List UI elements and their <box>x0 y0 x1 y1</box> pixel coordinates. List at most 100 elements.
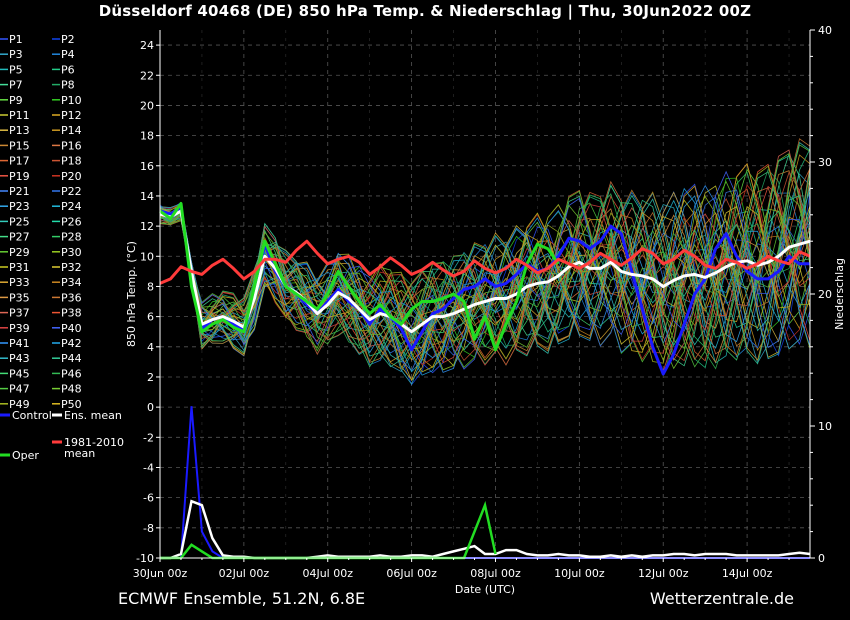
x-axis-label: Date (UTC) <box>455 583 515 596</box>
model-info: ECMWF Ensemble, 51.2N, 6.8E <box>118 589 366 608</box>
legend-label-oper: Oper <box>12 449 39 462</box>
legend-label-control: Control <box>12 409 52 422</box>
legend-label-climate: 1981-2010 <box>64 436 124 449</box>
legend-label-p1: P1 <box>9 33 23 46</box>
temp-line-1981-2010-mean <box>159 239 811 285</box>
legend-label-ens-mean: Ens. mean <box>64 409 122 422</box>
y-tick-label: 2 <box>147 371 154 384</box>
y2-tick-label: 30 <box>818 156 832 169</box>
member-line-P39 <box>159 162 811 366</box>
legend-label-p50: P50 <box>61 398 82 411</box>
legend-label-p5: P5 <box>9 63 23 76</box>
legend: P1 P2 P3 P4 P5 P6 P7 P8 P9 P10 P11 P12 P13 P14 P15 P16 P… <box>0 33 124 462</box>
legend-label-p17: P17 <box>9 155 30 168</box>
y-tick-label: 18 <box>140 130 154 143</box>
legend-label-p32: P32 <box>61 261 82 274</box>
legend-label-p4: P4 <box>61 48 75 61</box>
y-tick-label: 22 <box>140 69 154 82</box>
x-tick-label: 12Jul 00z <box>638 567 689 580</box>
x-tick-label: 14Jul 00z <box>722 567 773 580</box>
y-tick-label: 16 <box>140 160 154 173</box>
x-tick-label: 02Jul 00z <box>219 567 270 580</box>
legend-label-p19: P19 <box>9 170 30 183</box>
legend-label-p46: P46 <box>61 367 82 380</box>
legend-label-p9: P9 <box>9 94 23 107</box>
y-tick-label: -8 <box>143 522 154 535</box>
x-tick-label: 30Jun 00z <box>133 567 188 580</box>
temp-line-oper <box>159 202 560 352</box>
legend-label-p40: P40 <box>61 322 82 335</box>
member-line-P50 <box>159 163 811 361</box>
legend-label-p26: P26 <box>61 215 82 228</box>
y-tick-label: 10 <box>140 250 154 263</box>
y-axis-label: 850 hPa Temp. (°C) <box>125 241 138 347</box>
y-tick-label: 6 <box>147 311 154 324</box>
legend-label-p30: P30 <box>61 246 82 259</box>
legend-label-p7: P7 <box>9 79 23 92</box>
legend-label-p29: P29 <box>9 246 30 259</box>
legend-label-p11: P11 <box>9 109 30 122</box>
y2-tick-label: 0 <box>818 552 825 565</box>
x-tick-label: 08Jul 00z <box>470 567 521 580</box>
legend-label-p15: P15 <box>9 139 30 152</box>
legend-label-p28: P28 <box>61 231 82 244</box>
legend-label-p34: P34 <box>61 276 82 289</box>
y-tick-label: 8 <box>147 280 154 293</box>
legend-label-p43: P43 <box>9 352 30 365</box>
legend-label-p31: P31 <box>9 261 30 274</box>
legend-label-p6: P6 <box>61 63 75 76</box>
legend-label-p47: P47 <box>9 383 30 396</box>
member-line-P45 <box>159 202 811 368</box>
member-line-P40 <box>159 170 811 370</box>
legend-label-p18: P18 <box>61 155 82 168</box>
member-line-P24 <box>159 168 811 373</box>
legend-label-p24: P24 <box>61 200 82 213</box>
legend-label-p22: P22 <box>61 185 82 198</box>
y-tick-label: -2 <box>143 431 154 444</box>
legend-label-p8: P8 <box>61 79 75 92</box>
legend-label-p12: P12 <box>61 109 82 122</box>
legend-label-p37: P37 <box>9 307 30 320</box>
y-tick-label: 4 <box>147 341 154 354</box>
legend-label-p45: P45 <box>9 367 30 380</box>
legend-label-climate-mean: mean <box>64 447 95 460</box>
chart-title: Düsseldorf 40468 (DE) 850 hPa Temp. & Ni… <box>98 2 752 20</box>
y-tick-label: -4 <box>143 461 154 474</box>
legend-label-p39: P39 <box>9 322 30 335</box>
member-line-P35 <box>159 166 811 364</box>
y2-tick-label: 10 <box>818 420 832 433</box>
y-tick-label: 12 <box>140 220 154 233</box>
legend-label-p38: P38 <box>61 307 82 320</box>
y2-tick-label: 40 <box>818 24 832 37</box>
legend-label-p23: P23 <box>9 200 30 213</box>
legend-label-p36: P36 <box>61 291 82 304</box>
legend-label-p3: P3 <box>9 48 23 61</box>
legend-label-p48: P48 <box>61 383 82 396</box>
legend-label-p14: P14 <box>61 124 82 137</box>
y2-axis-label: Niederschlag <box>833 258 846 330</box>
legend-label-p44: P44 <box>61 352 82 365</box>
legend-label-p42: P42 <box>61 337 82 350</box>
legend-label-p16: P16 <box>61 139 82 152</box>
legend-label-p33: P33 <box>9 276 30 289</box>
legend-label-p10: P10 <box>61 94 82 107</box>
y-tick-label: -6 <box>143 492 154 505</box>
legend-label-p21: P21 <box>9 185 30 198</box>
source-link[interactable]: Wetterzentrale.de <box>649 589 794 608</box>
y2-tick-label: 20 <box>818 288 832 301</box>
member-line-P28 <box>159 171 811 365</box>
y-tick-label: 20 <box>140 99 154 112</box>
y-tick-label: 24 <box>140 39 154 52</box>
legend-label-p2: P2 <box>61 33 75 46</box>
legend-label-p20: P20 <box>61 170 82 183</box>
legend-label-p35: P35 <box>9 291 30 304</box>
x-tick-label: 10Jul 00z <box>554 567 605 580</box>
legend-label-p13: P13 <box>9 124 30 137</box>
legend-label-p41: P41 <box>9 337 30 350</box>
x-tick-label: 06Jul 00z <box>386 567 437 580</box>
legend-label-p49: P49 <box>9 398 30 411</box>
y-tick-label: -10 <box>136 552 154 565</box>
temp-line-control <box>159 206 810 376</box>
y-tick-label: 0 <box>147 401 154 414</box>
